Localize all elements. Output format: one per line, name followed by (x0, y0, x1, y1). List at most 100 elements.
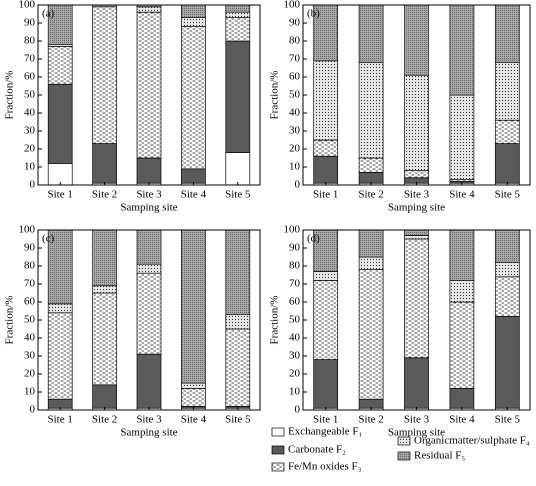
bar-segment (449, 280, 475, 303)
bar-segment (181, 4, 206, 18)
bar-pattern (181, 5, 206, 18)
legend-label: Fe/Mn oxides F₃ (288, 461, 362, 473)
bar-fill (136, 157, 162, 184)
bar-fill (92, 143, 117, 184)
y-tick-label: 50 (24, 89, 36, 101)
y-tick-label: 60 (289, 296, 301, 308)
bar-pattern (181, 383, 206, 389)
bar-pattern (48, 5, 73, 45)
bar-pattern (92, 285, 117, 293)
bar-pattern (404, 239, 429, 358)
bar-segment (449, 4, 475, 96)
y-tick-label: 40 (289, 107, 301, 119)
y-tick-label: 30 (24, 125, 36, 137)
bar-pattern (92, 6, 117, 144)
y-tick-label: 30 (289, 350, 301, 362)
bar-pattern (495, 262, 520, 277)
x-tick-label: Site 3 (404, 414, 430, 426)
bar-pattern (137, 6, 161, 13)
x-tick-label: Site 3 (136, 189, 162, 201)
bar-pattern (48, 44, 73, 47)
bar-pattern (359, 257, 384, 270)
bar-segment (47, 46, 73, 85)
bar-pattern (449, 302, 474, 389)
bar-segment (225, 40, 251, 153)
x-tick-label: Site 1 (313, 414, 338, 426)
bar-pattern (225, 230, 250, 315)
y-tick-label: 30 (24, 350, 36, 362)
y-tick-label: 70 (24, 278, 36, 290)
x-tick-label: Site 4 (449, 189, 475, 201)
y-tick-label: 20 (289, 143, 301, 155)
bar-segment (225, 4, 251, 13)
bar-fill (225, 152, 251, 186)
bar-pattern (225, 314, 250, 329)
y-tick-label: 60 (24, 296, 36, 308)
bar-pattern (449, 280, 474, 302)
bar-segment (181, 168, 206, 184)
x-axis-label: Samping site (120, 427, 177, 439)
panel-label: (a) (42, 8, 55, 20)
legend-swatch-pattern (398, 452, 410, 460)
y-tick-label: 10 (24, 161, 36, 173)
x-tick-label: Site 1 (313, 189, 338, 201)
panel-label: (b) (307, 8, 320, 20)
bar-fill (47, 83, 73, 164)
bar-segment (358, 62, 384, 159)
bar-segment (313, 60, 339, 141)
legend-label: Residual F₅ (414, 450, 465, 462)
bar-segment (136, 11, 162, 159)
bar-segment (47, 229, 73, 305)
bar-pattern (449, 5, 474, 95)
bar-fill (494, 143, 520, 184)
y-axis-label: Fraction/% (269, 71, 281, 120)
bar-segment (494, 276, 520, 317)
legend-swatch (271, 445, 285, 455)
bar-pattern (404, 5, 429, 76)
bar-segment (225, 314, 251, 330)
y-tick-label: 10 (289, 161, 301, 173)
bar-segment (181, 388, 206, 407)
bar-fill (92, 384, 117, 409)
bar-segment (313, 4, 339, 62)
bar-fill (404, 357, 429, 409)
bar-segment (92, 384, 117, 409)
bar-segment (494, 229, 520, 263)
bar-segment (181, 382, 206, 389)
bar-pattern (359, 158, 384, 173)
bar-pattern (404, 235, 429, 239)
bar-segment (404, 238, 429, 359)
bar-segment (225, 17, 251, 42)
bar-fill (136, 353, 162, 409)
bar-pattern (92, 5, 117, 7)
bar-segment (181, 26, 206, 170)
bar-pattern (48, 230, 73, 304)
y-tick-label: 80 (24, 35, 36, 47)
bar-segment (225, 229, 251, 315)
bar-pattern (92, 293, 117, 385)
bar-segment (225, 11, 251, 18)
y-tick-label: 70 (289, 53, 301, 65)
bar-pattern (449, 95, 474, 180)
y-tick-label: 100 (19, 0, 36, 11)
y-tick-label: 30 (289, 125, 301, 137)
bar-pattern (181, 26, 206, 169)
bar-segment (92, 143, 117, 184)
y-tick-label: 0 (295, 404, 301, 416)
y-tick-label: 100 (284, 224, 301, 236)
bar-segment (494, 262, 520, 278)
bar-segment (313, 139, 339, 157)
x-tick-label: Site 5 (495, 189, 521, 201)
panel-label: (d) (307, 233, 320, 245)
bar-pattern (404, 75, 429, 171)
y-tick-label: 90 (24, 242, 36, 254)
bar-segment (358, 229, 384, 258)
bar-pattern (225, 12, 250, 18)
bar-segment (358, 157, 384, 173)
bar-pattern (48, 46, 73, 85)
y-tick-label: 70 (24, 53, 36, 65)
bar-pattern (313, 271, 338, 281)
y-tick-label: 60 (289, 71, 301, 83)
y-tick-label: 50 (289, 314, 301, 326)
x-tick-label: Site 4 (181, 189, 207, 201)
